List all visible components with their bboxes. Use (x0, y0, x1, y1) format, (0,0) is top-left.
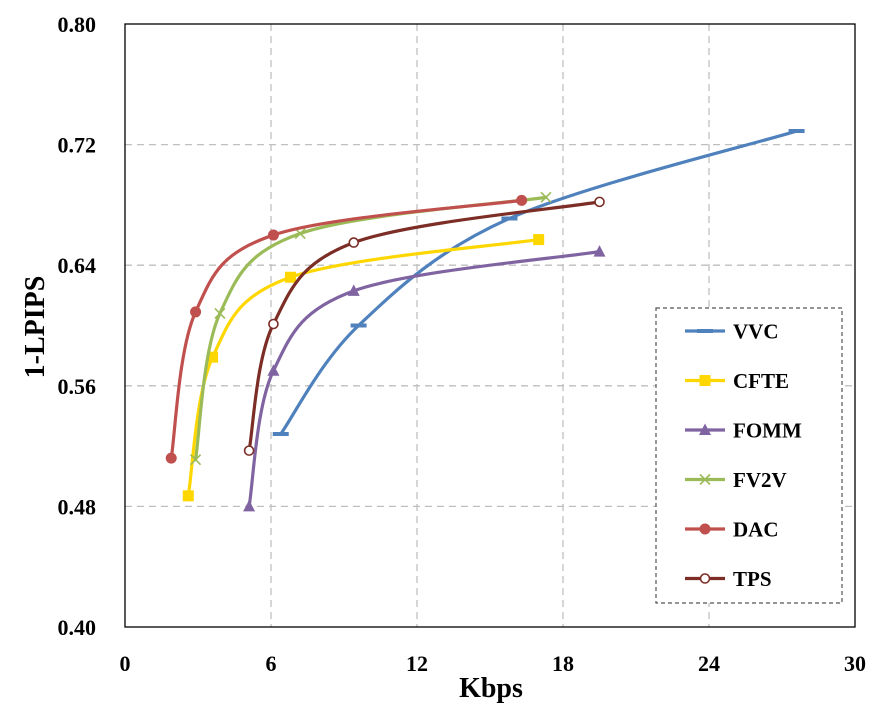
legend-label-fomm: FOMM (733, 419, 802, 443)
series-line-dac (169, 198, 524, 460)
series-vvc (272, 129, 805, 437)
data-point-fomm (243, 499, 256, 512)
series-fv2v (190, 191, 552, 466)
series-tps (243, 196, 605, 456)
data-point-fv2v (214, 307, 226, 320)
y-tick-label: 0.80 (58, 12, 97, 37)
data-point-fomm (593, 245, 606, 257)
legend-label-cfte: CFTE (733, 369, 789, 393)
data-point-fv2v (190, 454, 202, 466)
data-point-fomm (347, 284, 360, 296)
legend-label-dac: DAC (733, 518, 779, 542)
series-dac (165, 194, 528, 464)
legend-label-fv2v: FV2V (733, 468, 787, 492)
data-point-dac (267, 229, 279, 241)
data-point-tps (348, 237, 360, 248)
legend: VVC CFTE FOMM FV2V DAC TPS (655, 307, 843, 604)
data-point-tps (243, 445, 255, 456)
legend-marker-fv2v (699, 473, 711, 486)
data-point-cfte (207, 351, 219, 363)
series-fomm (243, 245, 606, 512)
data-point-dac (516, 194, 528, 206)
x-tick-label: 0 (120, 651, 131, 676)
legend-marker-cfte (699, 375, 711, 386)
series-cfte (182, 234, 545, 502)
data-point-cfte (182, 490, 194, 502)
y-tick-label: 0.72 (58, 133, 97, 158)
series-line-cfte (186, 237, 541, 498)
x-tick-label: 30 (844, 651, 866, 676)
data-point-dac (190, 306, 202, 318)
tick-layer: 0 6 12 18 24 30 0.40 0.48 0.56 0.64 0.72 0.80 (58, 12, 867, 676)
series-layer (165, 129, 805, 512)
legend-label-vvc: VVC (733, 320, 779, 344)
y-tick-label: 0.48 (58, 494, 97, 519)
data-point-tps (594, 196, 605, 208)
y-tick-label: 0.64 (58, 253, 97, 278)
legend-marker-fomm (699, 423, 711, 435)
data-point-fomm (267, 364, 280, 376)
data-point-tps (268, 318, 279, 330)
series-line-tps (247, 200, 602, 453)
legend-box (655, 307, 843, 604)
series-line-fomm (247, 250, 602, 508)
data-point-cfte (533, 234, 545, 246)
y-tick-label: 0.40 (58, 615, 97, 640)
data-point-fv2v (540, 191, 552, 203)
y-tick-label: 0.56 (58, 374, 97, 399)
legend-marker-tps (699, 573, 711, 584)
series-line-vvc (279, 129, 799, 436)
x-tick-label: 6 (266, 651, 277, 676)
legend-label-tps: TPS (733, 567, 772, 591)
plot-frame (124, 23, 856, 628)
data-point-dac (165, 452, 177, 464)
data-point-cfte (284, 271, 296, 283)
x-tick-label: 18 (552, 651, 574, 676)
y-axis-title: 1-LPIPS (20, 276, 51, 379)
legend-marker-dac (699, 523, 711, 535)
x-tick-label: 24 (698, 651, 720, 676)
x-tick-label: 12 (406, 651, 428, 676)
x-axis-title: Kbps (459, 673, 523, 704)
